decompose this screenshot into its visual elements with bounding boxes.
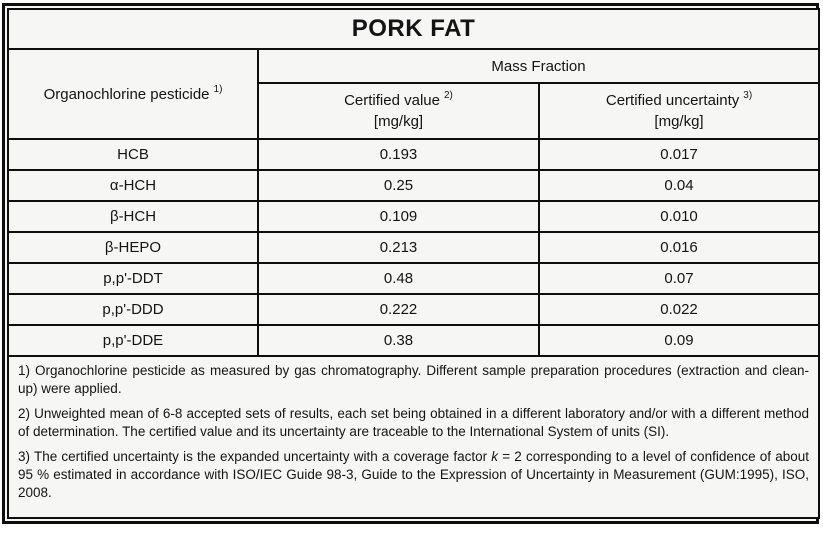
pesticide-column-header-label: Organochlorine pesticide — [43, 85, 210, 103]
pesticide-name-cell: HCB — [7, 138, 259, 171]
mass-fraction-header: Mass Fraction — [256, 48, 821, 84]
footnote-3-text-post: = 2 corresponding to a level of confiden… — [18, 449, 810, 500]
certified-value-cell: 0.25 — [257, 169, 540, 202]
footnote-3: 3) The certified uncertainty is the expa… — [18, 448, 809, 502]
footnote-3-coverage-factor-symbol: k — [491, 449, 499, 464]
footnotes-section: 1) Organochlorine pesticide as measured … — [6, 355, 821, 519]
pesticide-column-header: Organochlorine pesticide 1) — [7, 48, 259, 140]
pork-fat-certified-values-table: PORK FAT Organochlorine pesticide 1) Mass… — [6, 8, 821, 519]
title-row: PORK FAT — [6, 8, 821, 50]
pesticide-name-cell: p,p'-DDT — [7, 262, 259, 295]
certified-uncertainty-cell: 0.017 — [537, 138, 821, 171]
pesticide-name-cell: β-HEPO — [7, 231, 259, 264]
certified-value-column-header: Certified value 2) [mg/kg] — [257, 82, 540, 140]
certified-uncertainty-cell: 0.04 — [537, 169, 821, 202]
table-row: p,p'-DDT 0.48 0.07 — [7, 262, 821, 295]
certified-uncertainty-cell: 0.07 — [537, 262, 821, 295]
table-row: β-HCH 0.109 0.010 — [7, 200, 821, 233]
table-row: HCB 0.193 0.017 — [7, 138, 821, 171]
footnote-1: 1) Organochlorine pesticide as measured … — [18, 363, 810, 396]
table-row: β-HEPO 0.213 0.016 — [7, 231, 821, 264]
table-row: p,p'-DDD 0.222 0.022 — [7, 293, 821, 326]
pesticide-header-footnote-ref: 1) — [213, 83, 223, 95]
certified-value-cell: 0.222 — [257, 293, 540, 326]
certified-value-cell: 0.48 — [257, 262, 540, 295]
certified-value-cell: 0.38 — [257, 324, 540, 357]
table-outer-frame: PORK FAT Organochlorine pesticide 1) Mass… — [2, 3, 821, 524]
pesticide-name-cell: β-HCH — [7, 200, 259, 233]
certified-value-unit: [mg/kg] — [373, 113, 424, 130]
certified-uncertainty-cell: 0.010 — [537, 200, 821, 233]
certified-value-cell: 0.193 — [257, 138, 540, 171]
certified-uncertainty-cell: 0.016 — [537, 231, 821, 264]
certified-uncertainty-header-label: Certified uncertainty — [605, 92, 740, 109]
certified-uncertainty-footnote-ref: 3) — [743, 90, 753, 101]
pesticide-name-cell: p,p'-DDE — [7, 324, 259, 357]
certified-value-footnote-ref: 2) — [443, 90, 453, 101]
certified-uncertainty-column-header: Certified uncertainty 3) [mg/kg] — [537, 82, 821, 140]
pesticide-name-cell: p,p'-DDD — [7, 293, 259, 326]
footnotes-row: 1) Organochlorine pesticide as measured … — [6, 355, 821, 519]
mass-fraction-row: Organochlorine pesticide 1) Mass Fraction — [7, 48, 821, 140]
certified-value-header-label: Certified value — [344, 92, 440, 109]
footnote-2: 2) Unweighted mean of 6-8 accepted sets … — [18, 406, 810, 439]
certified-uncertainty-cell: 0.09 — [537, 324, 821, 357]
table-row: α-HCH 0.25 0.04 — [7, 169, 821, 202]
certified-value-cell: 0.213 — [257, 231, 540, 264]
footnote-3-text-pre: 3) The certified uncertainty is the expa… — [18, 449, 492, 464]
certified-value-header-line: Certified value 2) — [259, 90, 538, 111]
certified-uncertainty-cell: 0.022 — [537, 293, 821, 326]
sub-header-row: Certified value 2) [mg/kg] Certified unce… — [8, 82, 821, 140]
table-title: PORK FAT — [6, 8, 821, 50]
pesticide-name-cell: α-HCH — [7, 169, 259, 202]
certified-value-cell: 0.109 — [257, 200, 540, 233]
table-row: p,p'-DDE 0.38 0.09 — [7, 324, 821, 357]
certified-uncertainty-unit: [mg/kg] — [654, 113, 704, 130]
certified-uncertainty-header-line: Certified uncertainty 3) — [540, 90, 818, 111]
